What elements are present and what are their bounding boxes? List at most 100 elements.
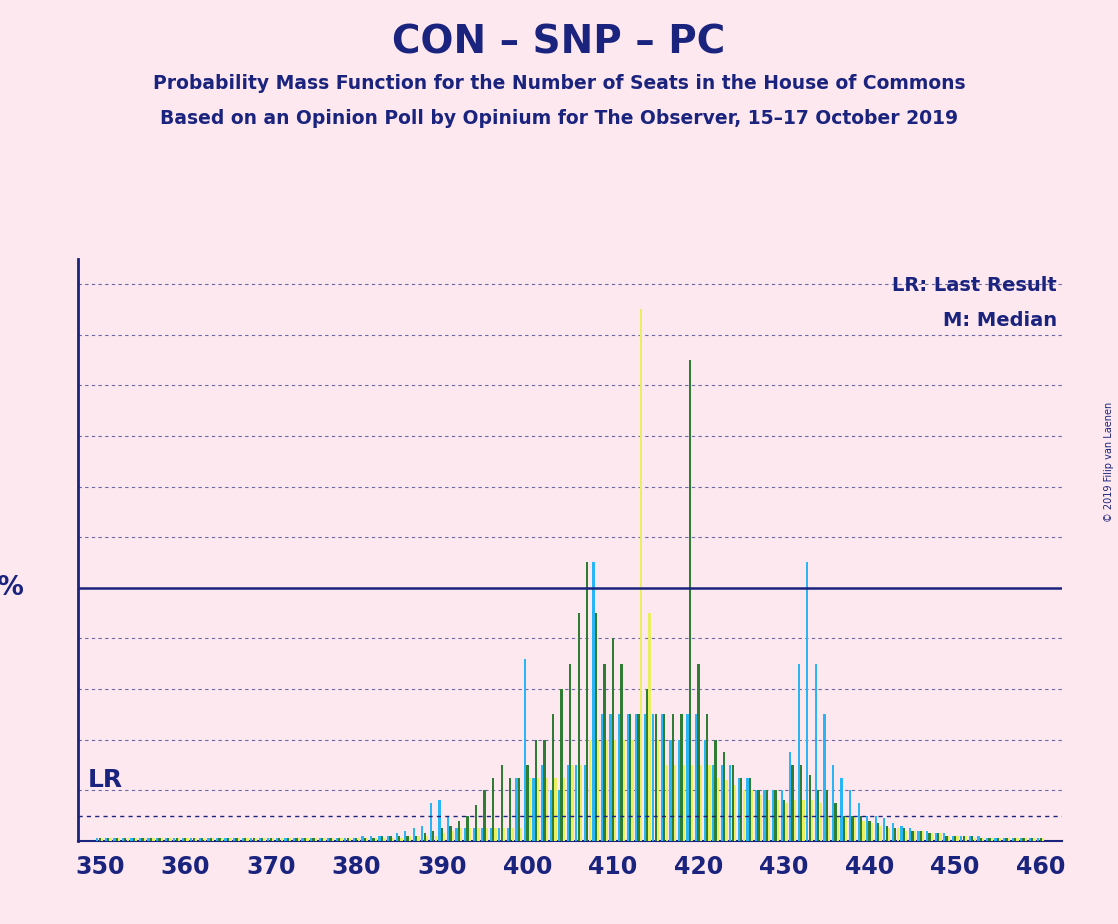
- Bar: [877, 823, 879, 841]
- Bar: [571, 765, 574, 841]
- Bar: [674, 765, 676, 841]
- Bar: [409, 836, 411, 841]
- Bar: [286, 838, 288, 841]
- Bar: [447, 816, 449, 841]
- Bar: [438, 800, 440, 841]
- Bar: [661, 714, 663, 841]
- Bar: [757, 790, 759, 841]
- Bar: [101, 838, 103, 841]
- Bar: [1040, 838, 1042, 841]
- Bar: [319, 838, 321, 841]
- Bar: [672, 714, 674, 841]
- Bar: [629, 714, 632, 841]
- Bar: [347, 838, 349, 841]
- Bar: [618, 714, 620, 841]
- Bar: [466, 816, 468, 841]
- Bar: [344, 838, 347, 841]
- Bar: [159, 838, 161, 841]
- Bar: [304, 838, 306, 841]
- Bar: [808, 775, 811, 841]
- Bar: [1007, 838, 1010, 841]
- Bar: [400, 838, 402, 841]
- Bar: [398, 836, 400, 841]
- Bar: [817, 790, 819, 841]
- Bar: [586, 563, 588, 841]
- Bar: [862, 821, 864, 841]
- Bar: [771, 790, 775, 841]
- Bar: [509, 778, 511, 841]
- Bar: [212, 838, 215, 841]
- Bar: [461, 828, 463, 841]
- Bar: [569, 663, 571, 841]
- Bar: [623, 739, 625, 841]
- Bar: [815, 663, 817, 841]
- Bar: [335, 838, 338, 841]
- Bar: [195, 838, 197, 841]
- Bar: [766, 790, 768, 841]
- Bar: [558, 790, 560, 841]
- Bar: [105, 838, 107, 841]
- Bar: [295, 838, 297, 841]
- Bar: [1020, 838, 1022, 841]
- Bar: [452, 831, 454, 841]
- Bar: [169, 838, 172, 841]
- Bar: [860, 816, 862, 841]
- Bar: [139, 838, 141, 841]
- Bar: [567, 765, 569, 841]
- Bar: [794, 800, 796, 841]
- Bar: [885, 826, 888, 841]
- Bar: [635, 714, 637, 841]
- Bar: [686, 714, 689, 841]
- Bar: [330, 838, 332, 841]
- Text: 5%: 5%: [0, 575, 25, 601]
- Bar: [458, 821, 461, 841]
- Bar: [290, 838, 292, 841]
- Bar: [1031, 838, 1033, 841]
- Bar: [255, 838, 257, 841]
- Bar: [742, 790, 745, 841]
- Bar: [227, 838, 229, 841]
- Bar: [871, 823, 873, 841]
- Bar: [639, 310, 642, 841]
- Bar: [759, 796, 762, 841]
- Bar: [119, 838, 121, 841]
- Bar: [800, 765, 803, 841]
- Bar: [167, 838, 169, 841]
- Bar: [700, 765, 702, 841]
- Bar: [803, 800, 805, 841]
- Bar: [888, 828, 890, 841]
- Bar: [210, 838, 212, 841]
- Bar: [806, 563, 808, 841]
- Bar: [501, 765, 503, 841]
- Bar: [1016, 838, 1018, 841]
- Bar: [281, 838, 283, 841]
- Bar: [655, 714, 657, 841]
- Bar: [550, 790, 552, 841]
- Bar: [534, 739, 537, 841]
- Bar: [883, 818, 885, 841]
- Bar: [187, 838, 189, 841]
- Bar: [913, 831, 916, 841]
- Bar: [126, 838, 129, 841]
- Bar: [131, 838, 133, 841]
- Bar: [190, 838, 192, 841]
- Bar: [96, 838, 98, 841]
- Bar: [98, 838, 101, 841]
- Bar: [490, 828, 492, 841]
- Bar: [443, 833, 445, 841]
- Bar: [712, 765, 714, 841]
- Bar: [738, 778, 740, 841]
- Bar: [595, 613, 597, 841]
- Bar: [991, 838, 993, 841]
- Bar: [218, 838, 220, 841]
- Bar: [264, 838, 266, 841]
- Bar: [948, 836, 950, 841]
- Bar: [492, 778, 494, 841]
- Bar: [233, 838, 235, 841]
- Bar: [440, 828, 443, 841]
- Bar: [543, 739, 546, 841]
- Bar: [433, 831, 435, 841]
- Bar: [944, 833, 946, 841]
- Bar: [321, 838, 323, 841]
- Bar: [954, 836, 956, 841]
